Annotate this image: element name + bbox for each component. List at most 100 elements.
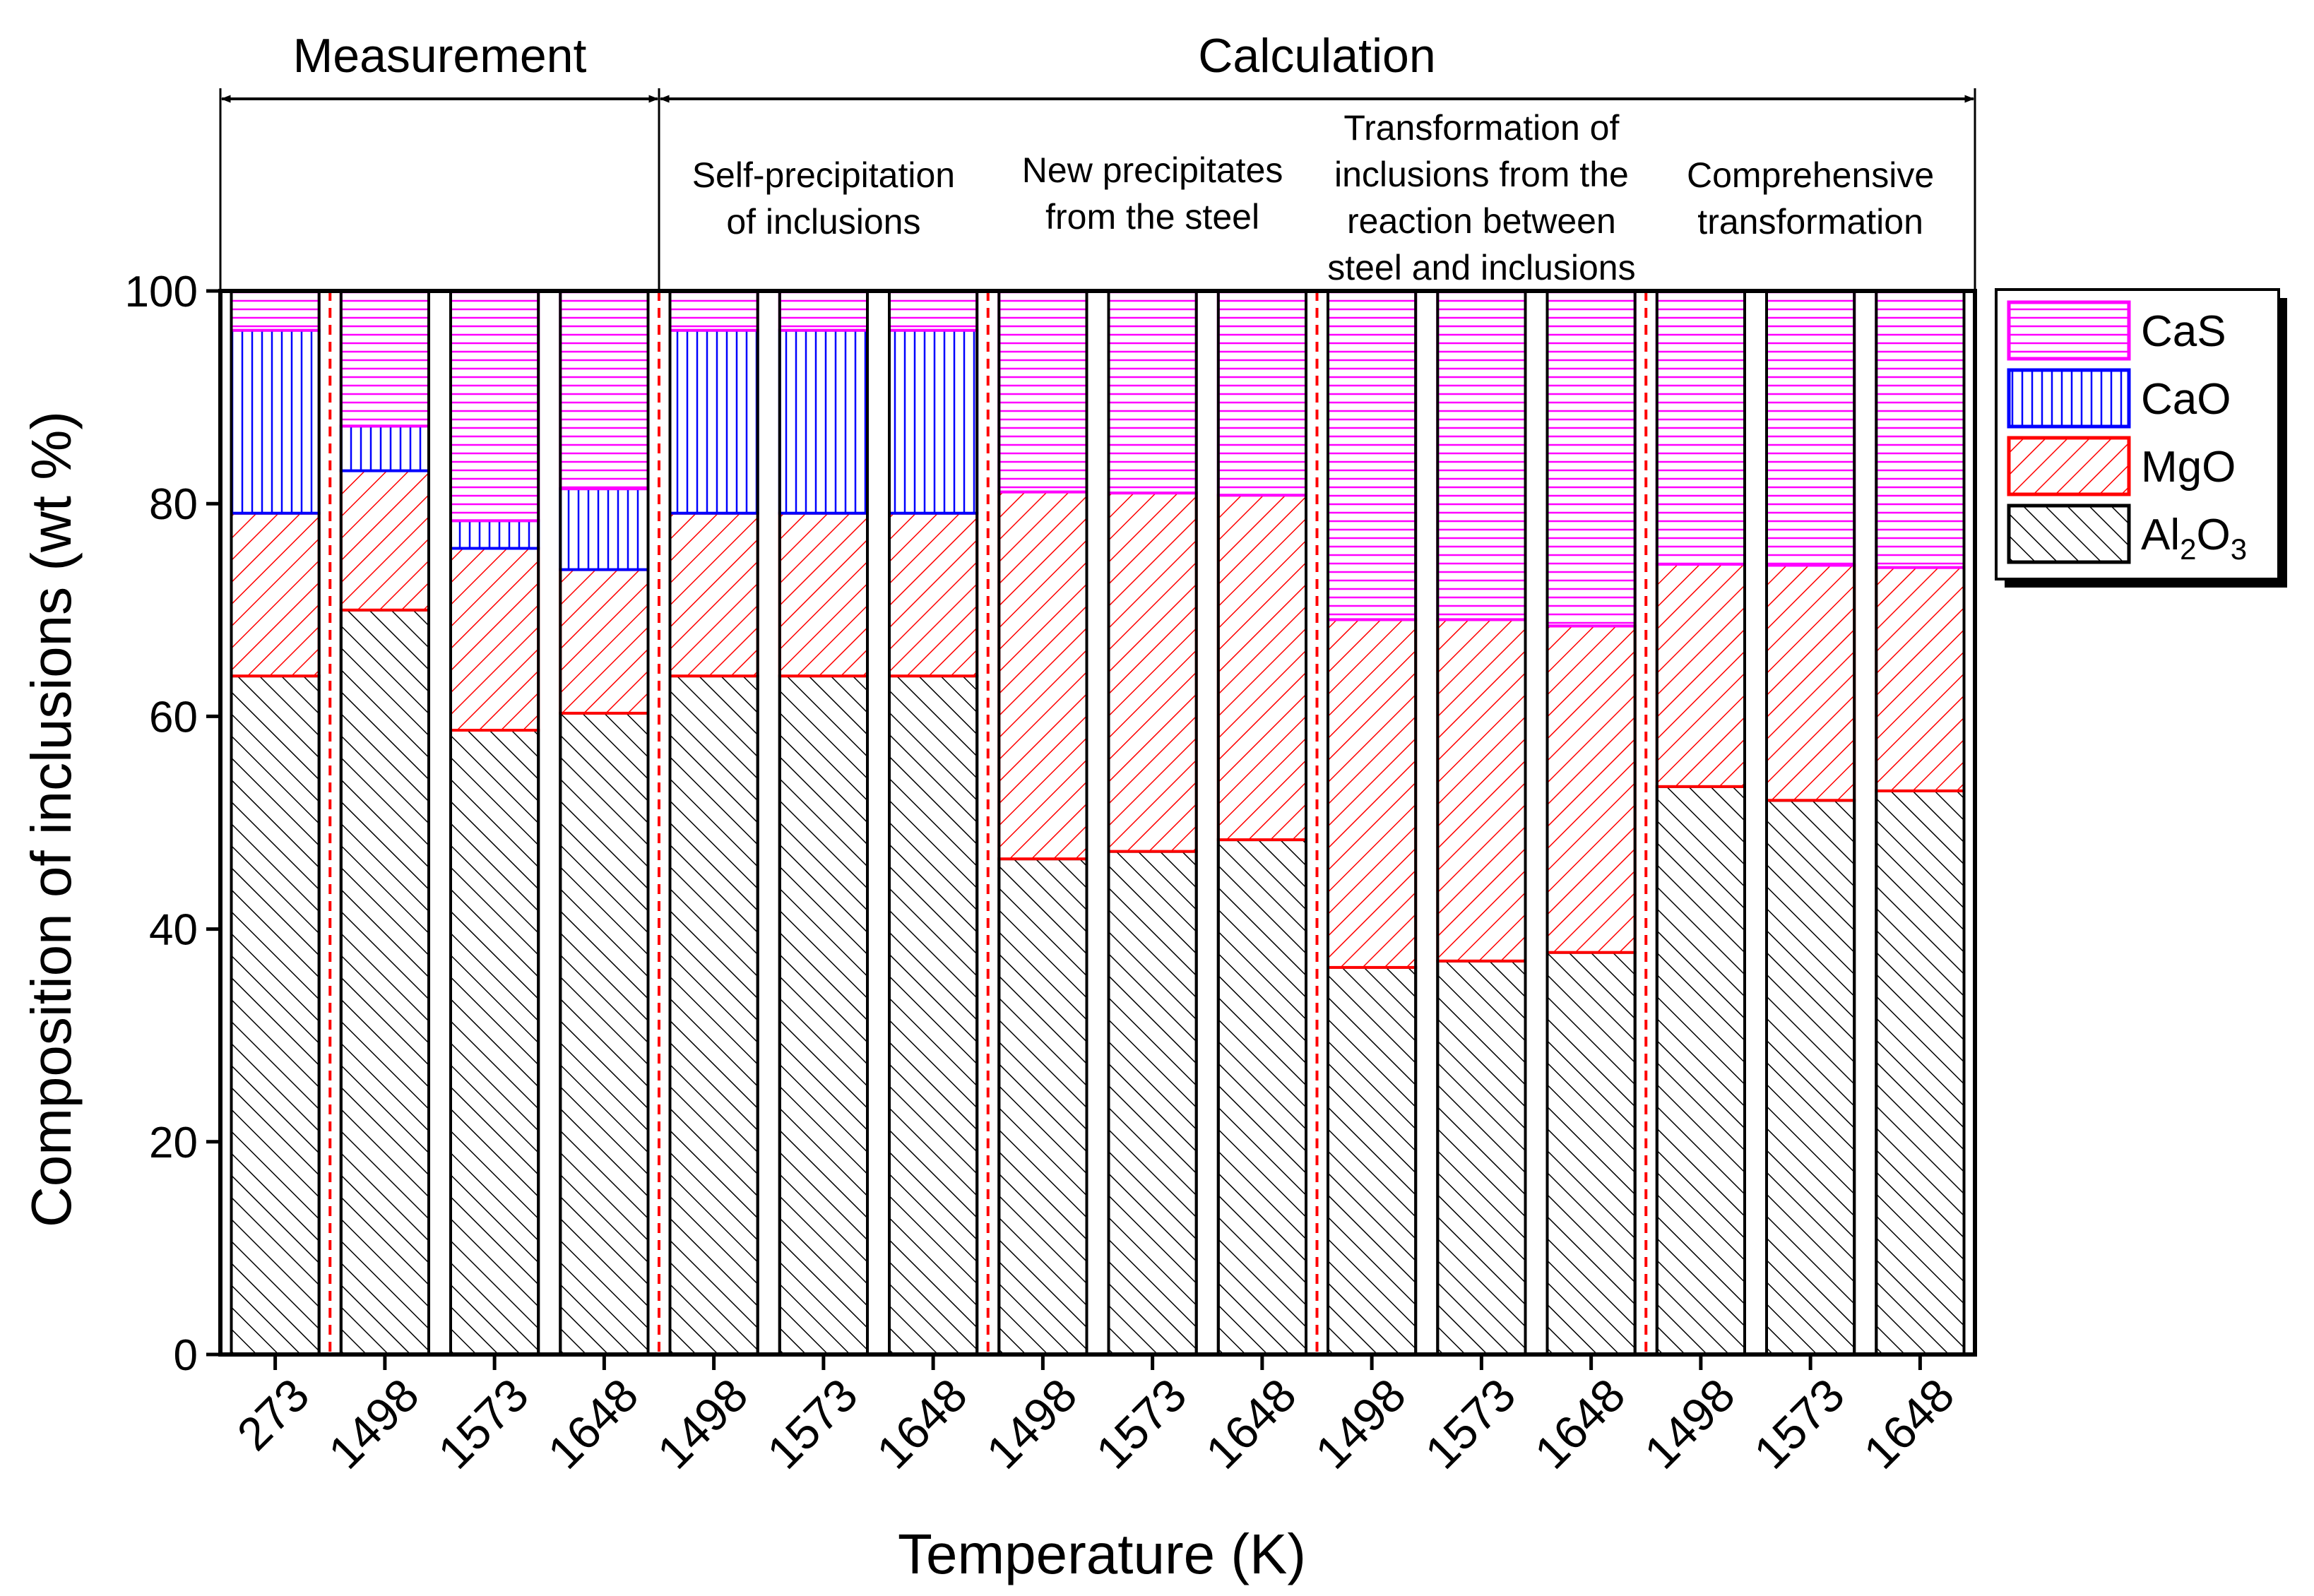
plot-frame	[218, 289, 1977, 1357]
bar-segment-al2o3-14	[1765, 799, 1856, 1356]
legend: CaS CaO MgO Al2O3	[1995, 288, 2287, 588]
x-tick-label-2: 1573	[428, 1369, 538, 1479]
group-label-1-line-0: Self-precipitation	[692, 155, 955, 195]
bar-segment-cas-10	[1327, 290, 1418, 621]
bar-segment-mgo-0	[230, 511, 321, 678]
group-label-2-line-1: from the steel	[1045, 197, 1259, 237]
bar-segment-mgo-2	[449, 547, 540, 732]
bar-segment-mgo-1	[339, 469, 430, 612]
bar-segment-mgo-14	[1765, 564, 1856, 802]
bar-segment-cas-7	[997, 290, 1088, 494]
x-tick-label-9: 1648	[1196, 1369, 1306, 1479]
y-tick-label-40: 40	[149, 906, 198, 955]
legend-swatch-mgo	[2007, 436, 2131, 496]
bar-segment-cas-6	[888, 290, 979, 332]
x-tick-label-12: 1648	[1524, 1369, 1634, 1479]
bar-segment-mgo-8	[1107, 492, 1198, 853]
group-label-4-line-0: Comprehensive	[1687, 155, 1934, 195]
bar-segment-al2o3-13	[1655, 785, 1747, 1357]
bar-segment-cao-1	[339, 424, 430, 472]
bar-segment-al2o3-7	[997, 857, 1088, 1356]
bar-segment-mgo-5	[778, 511, 870, 678]
x-tick-label-13: 1498	[1634, 1369, 1745, 1479]
bar-segment-mgo-15	[1875, 566, 1966, 792]
legend-swatch-cao	[2007, 368, 2131, 429]
legend-swatch-cas	[2007, 300, 2131, 361]
bar-segment-al2o3-12	[1545, 951, 1637, 1356]
y-tick-label-100: 100	[125, 268, 198, 316]
x-tick-label-4: 1498	[647, 1369, 757, 1479]
group-label-1-line-1: of inclusions	[726, 202, 920, 242]
bar-segment-cao-0	[230, 328, 321, 515]
bar-segment-cas-14	[1765, 290, 1856, 567]
group-label-4-line-1: transformation	[1697, 202, 1923, 242]
x-tick-label-5: 1573	[757, 1369, 867, 1479]
bar-segment-cas-4	[668, 290, 759, 332]
y-tick-label-80: 80	[149, 480, 198, 529]
legend-label-cas: CaS	[2141, 307, 2226, 356]
x-tick-label-0: 273	[227, 1369, 319, 1460]
bar-segment-mgo-7	[997, 490, 1088, 861]
bar-segment-mgo-12	[1545, 624, 1637, 954]
bar-segment-mgo-4	[668, 511, 759, 678]
bracket-label-0: Measurement	[293, 29, 587, 83]
bar-segment-al2o3-1	[339, 608, 430, 1356]
bracket-label-1: Calculation	[1198, 29, 1435, 83]
bar-segment-mgo-11	[1436, 618, 1527, 963]
bar-segment-mgo-3	[559, 568, 650, 715]
bar-segment-cas-2	[449, 290, 540, 523]
bar-segment-al2o3-3	[559, 711, 650, 1356]
bar-segment-al2o3-0	[230, 674, 321, 1356]
bar-segment-al2o3-4	[668, 674, 759, 1356]
bar-segment-cao-5	[778, 328, 870, 515]
x-tick-label-11: 1573	[1415, 1369, 1525, 1479]
bar-segment-mgo-10	[1327, 618, 1418, 969]
group-label-3-line-0: Transformation of	[1343, 108, 1619, 148]
x-tick-label-7: 1498	[976, 1369, 1086, 1479]
x-tick-label-3: 1648	[538, 1369, 648, 1479]
x-tick-label-1: 1498	[319, 1369, 429, 1479]
x-tick-label-10: 1498	[1305, 1369, 1416, 1479]
bar-segment-cas-9	[1216, 290, 1308, 497]
bar-segment-al2o3-15	[1875, 789, 1966, 1357]
bar-segment-mgo-9	[1216, 494, 1308, 842]
legend-label-al2o3: Al2O3	[2141, 511, 2247, 566]
x-tick-label-6: 1648	[867, 1369, 977, 1479]
group-label-3-line-2: reaction between	[1347, 201, 1616, 241]
legend-label-cao: CaO	[2141, 375, 2231, 424]
bar-segment-mgo-13	[1655, 563, 1747, 788]
group-dividers	[328, 291, 1648, 1354]
bar-segment-al2o3-5	[778, 674, 870, 1356]
legend-swatch-al2o3	[2007, 504, 2131, 564]
group-label-2-line-0: New precipitates	[1022, 150, 1283, 190]
bar-segment-cas-15	[1875, 290, 1966, 569]
y-tick-label-60: 60	[149, 693, 198, 742]
bar-segment-al2o3-10	[1327, 965, 1418, 1357]
bar-segment-al2o3-9	[1216, 838, 1308, 1356]
group-annotations: Measurement Calculation Self-precipitation…	[219, 29, 1976, 291]
bar-segment-cas-8	[1107, 290, 1198, 495]
legend-label-mgo: MgO	[2141, 443, 2236, 492]
x-tick-label-15: 1648	[1853, 1369, 1964, 1479]
bar-segment-al2o3-8	[1107, 850, 1198, 1356]
group-label-3-line-3: steel and inclusions	[1327, 248, 1635, 287]
bar-segment-cao-4	[668, 328, 759, 515]
y-axis-title: Composition of inclusions (wt %)	[20, 411, 83, 1227]
bar-segment-cao-3	[559, 487, 650, 571]
bar-segment-cas-12	[1545, 290, 1637, 628]
y-tick-label-20: 20	[149, 1119, 198, 1167]
bar-segment-cas-11	[1436, 290, 1527, 621]
bar-segment-cas-5	[778, 290, 870, 332]
bar-segment-al2o3-6	[888, 674, 979, 1356]
bar-segment-cao-2	[449, 519, 540, 550]
bar-segment-al2o3-11	[1436, 959, 1527, 1357]
bar-segment-al2o3-2	[449, 729, 540, 1356]
x-tick-label-14: 1573	[1744, 1369, 1854, 1479]
bar-segment-cas-0	[230, 290, 321, 332]
x-axis-title: Temperature (K)	[898, 1523, 1306, 1585]
bar-segment-mgo-6	[888, 511, 979, 678]
bar-segment-cas-3	[559, 290, 650, 491]
bar-segment-cao-6	[888, 328, 979, 515]
bar-segment-cas-1	[339, 290, 430, 428]
